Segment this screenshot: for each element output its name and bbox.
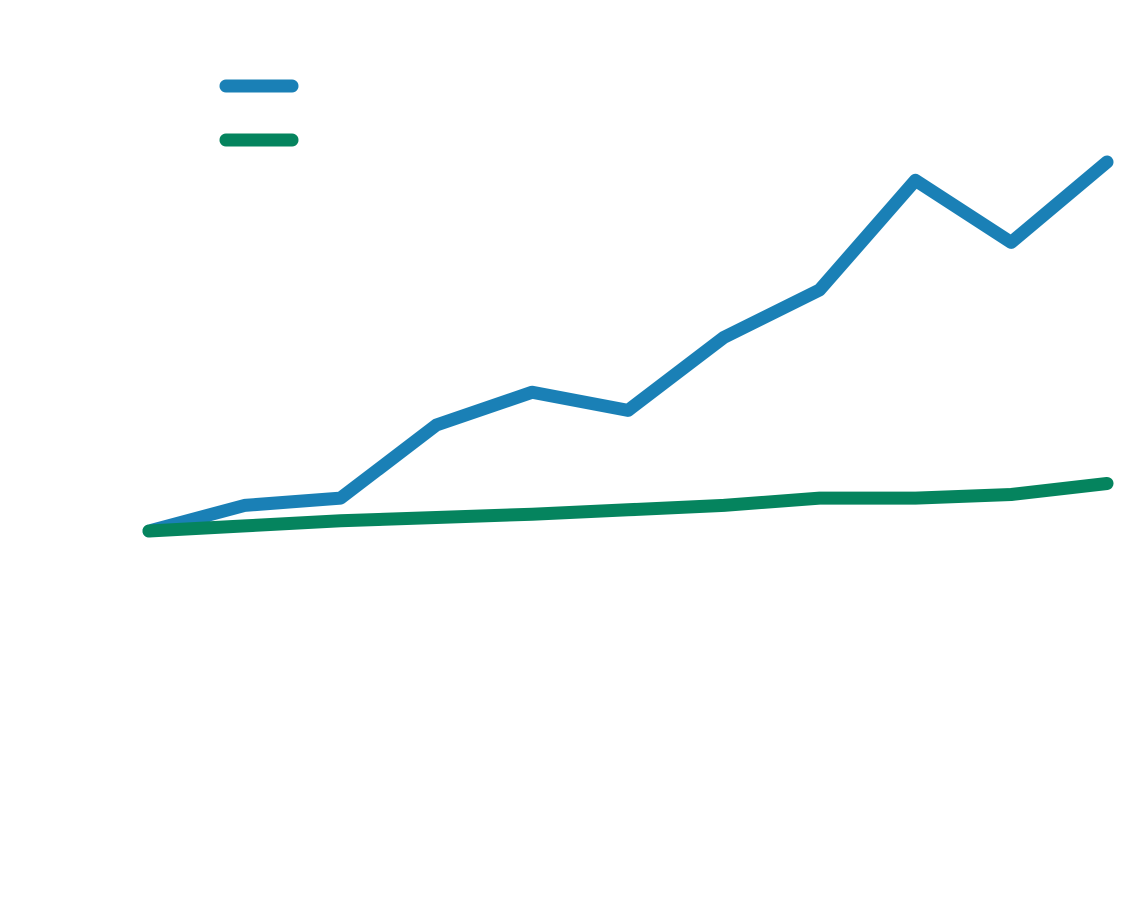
series-line-1 — [142, 155, 1114, 538]
series-line-2 — [142, 477, 1114, 538]
legend — [219, 79, 299, 147]
series-layer — [142, 155, 1114, 538]
